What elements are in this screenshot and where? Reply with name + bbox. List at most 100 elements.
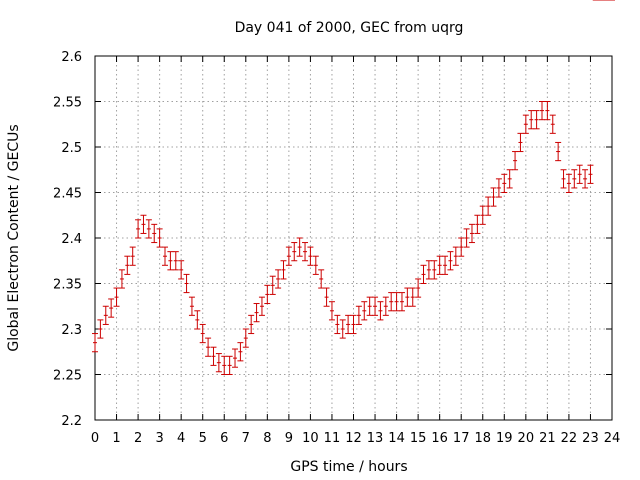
data-point <box>522 114 529 134</box>
data-point <box>517 132 524 153</box>
data-point <box>140 214 147 234</box>
x-tick-label: 24 <box>604 431 621 446</box>
data-point <box>178 260 185 280</box>
data-point <box>355 305 362 325</box>
data-point <box>167 251 174 271</box>
x-tick-label: 7 <box>242 431 250 446</box>
data-point <box>452 246 459 266</box>
data-point <box>425 260 432 280</box>
data-point <box>571 169 578 189</box>
data-point <box>296 237 303 257</box>
data-point <box>253 303 260 323</box>
y-tick-labels: 2.2 2.25 2.3 2.35 2.4 2.45 2.5 2.55 2.6 <box>53 50 82 429</box>
x-tick-label: 11 <box>324 431 341 446</box>
data-point <box>151 223 158 244</box>
x-tick-label: 17 <box>453 431 470 446</box>
data-point <box>442 255 449 275</box>
data-point <box>237 342 244 362</box>
data-point <box>490 187 497 207</box>
data-point <box>409 287 416 307</box>
data-point <box>264 284 271 305</box>
data-point <box>415 278 422 298</box>
x-axis-label: GPS time / hours <box>290 459 407 475</box>
x-tick-label: 9 <box>285 431 293 446</box>
y-tick-label: 2.2 <box>61 414 82 429</box>
x-tick-label: 3 <box>155 431 163 446</box>
data-point <box>372 296 379 316</box>
x-tick-label: 20 <box>518 431 535 446</box>
data-point <box>248 314 255 335</box>
x-tick-label: 21 <box>539 431 556 446</box>
data-point <box>533 110 540 130</box>
data-point <box>474 214 481 234</box>
x-tick-label: 0 <box>91 431 99 446</box>
data-point <box>183 273 190 294</box>
data-point <box>388 292 395 312</box>
data-point <box>468 223 475 244</box>
data-point <box>582 169 589 189</box>
data-point <box>172 251 179 271</box>
x-tick-label: 22 <box>561 431 578 446</box>
data-point <box>113 287 120 307</box>
data-point <box>188 296 195 316</box>
data-point <box>232 348 239 368</box>
y-axis-label: Global Electron Content / GECUs <box>6 124 22 351</box>
x-tick-label: 13 <box>367 431 384 446</box>
x-tick-label: 1 <box>112 431 120 446</box>
data-point <box>312 255 319 275</box>
data-point <box>431 260 438 280</box>
data-point <box>339 319 346 339</box>
data-point <box>291 242 298 262</box>
x-tick-label: 4 <box>177 431 185 446</box>
x-tick-label: 5 <box>199 431 207 446</box>
data-point <box>302 242 309 262</box>
data-point <box>226 355 233 375</box>
chart-title: Day 041 of 2000, GEC from uqrg <box>235 20 464 36</box>
data-point <box>118 269 125 289</box>
x-tick-label: 23 <box>582 431 599 446</box>
data-point <box>420 264 427 284</box>
data-point <box>565 173 572 193</box>
data-point <box>458 237 465 257</box>
y-tick-label: 2.5 <box>61 141 82 156</box>
data-point <box>587 164 594 184</box>
data-point <box>307 246 314 266</box>
data-point <box>280 260 287 280</box>
data-point <box>345 314 352 335</box>
x-tick-label: 6 <box>220 431 228 446</box>
data-point <box>145 219 152 239</box>
data-point <box>377 301 384 321</box>
data-point <box>205 337 212 357</box>
data-point <box>242 328 249 348</box>
y-tick-label: 2.45 <box>53 187 82 202</box>
data-point <box>404 287 411 307</box>
data-point <box>393 292 400 312</box>
x-tick-label: 15 <box>410 431 427 446</box>
data-point <box>92 333 98 353</box>
data-point <box>97 319 104 339</box>
grid-layer <box>95 56 612 420</box>
x-tick-label: 16 <box>431 431 448 446</box>
data-point <box>361 301 368 321</box>
y-tick-label: 2.4 <box>61 232 82 247</box>
x-tick-labels: 0 1 2 3 4 5 6 7 8 9 10 11 12 13 14 15 16 17 18 19 20 21 22 23 24 <box>91 431 620 446</box>
data-point <box>135 219 142 239</box>
data-point <box>162 246 169 266</box>
data-point <box>124 255 131 275</box>
data-point <box>285 246 292 266</box>
data-point <box>485 196 492 216</box>
data-point <box>544 101 551 121</box>
data-point <box>495 178 502 198</box>
data-point <box>501 173 508 193</box>
data-point <box>334 314 341 335</box>
data-point <box>560 169 567 189</box>
data-point <box>156 228 163 248</box>
data-points-layer <box>92 0 615 375</box>
data-point <box>382 296 389 316</box>
data-point <box>398 292 405 312</box>
data-point <box>129 246 136 266</box>
data-point <box>506 169 513 189</box>
data-point <box>269 275 276 295</box>
data-point <box>479 205 486 225</box>
data-point <box>350 314 357 335</box>
